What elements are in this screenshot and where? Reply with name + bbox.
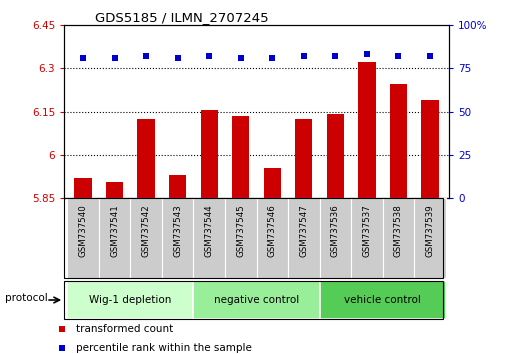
- Text: GSM737545: GSM737545: [236, 205, 245, 257]
- Point: [331, 53, 340, 59]
- Bar: [162, 198, 193, 278]
- Bar: [327, 114, 344, 198]
- Text: GDS5185 / ILMN_2707245: GDS5185 / ILMN_2707245: [95, 11, 268, 24]
- Bar: [130, 198, 162, 278]
- Point: [236, 55, 245, 61]
- Bar: [99, 198, 130, 278]
- Point: [173, 55, 182, 61]
- Bar: [193, 198, 225, 278]
- Bar: [67, 281, 193, 319]
- Text: transformed count: transformed count: [76, 324, 173, 333]
- Text: GSM737536: GSM737536: [331, 205, 340, 257]
- Point: [142, 53, 150, 59]
- Bar: [390, 84, 407, 198]
- Point: [205, 53, 213, 59]
- Bar: [295, 119, 312, 198]
- Bar: [67, 198, 99, 278]
- Text: GSM737544: GSM737544: [205, 205, 214, 257]
- Bar: [358, 62, 376, 198]
- Text: protocol: protocol: [5, 293, 48, 303]
- Text: GSM737547: GSM737547: [299, 205, 308, 257]
- Text: percentile rank within the sample: percentile rank within the sample: [76, 343, 252, 353]
- Point: [268, 55, 277, 61]
- Bar: [383, 198, 414, 278]
- Bar: [232, 116, 249, 198]
- Bar: [106, 182, 123, 198]
- Point: [110, 55, 119, 61]
- Point: [58, 326, 66, 331]
- Text: negative control: negative control: [214, 295, 299, 305]
- Point: [426, 53, 434, 59]
- Text: GSM737543: GSM737543: [173, 205, 182, 257]
- Bar: [421, 100, 439, 198]
- Text: GSM737539: GSM737539: [425, 205, 435, 257]
- Bar: [201, 110, 218, 198]
- Point: [300, 53, 308, 59]
- Bar: [320, 198, 351, 278]
- Text: GSM737542: GSM737542: [142, 205, 151, 257]
- Bar: [225, 198, 256, 278]
- Bar: [193, 281, 320, 319]
- Bar: [351, 198, 383, 278]
- Bar: [137, 119, 155, 198]
- Text: Wig-1 depletion: Wig-1 depletion: [89, 295, 171, 305]
- Point: [394, 53, 403, 59]
- Text: GSM737546: GSM737546: [268, 205, 277, 257]
- Bar: [264, 168, 281, 198]
- Point: [79, 55, 87, 61]
- Point: [363, 51, 371, 57]
- Text: GSM737538: GSM737538: [394, 205, 403, 257]
- Bar: [414, 198, 446, 278]
- Bar: [169, 175, 186, 198]
- Text: GSM737537: GSM737537: [362, 205, 371, 257]
- Bar: [288, 198, 320, 278]
- Text: GSM737540: GSM737540: [78, 205, 88, 257]
- Bar: [74, 178, 92, 198]
- Point: [58, 345, 66, 350]
- Text: GSM737541: GSM737541: [110, 205, 119, 257]
- Text: vehicle control: vehicle control: [344, 295, 421, 305]
- Bar: [256, 198, 288, 278]
- Bar: [320, 281, 446, 319]
